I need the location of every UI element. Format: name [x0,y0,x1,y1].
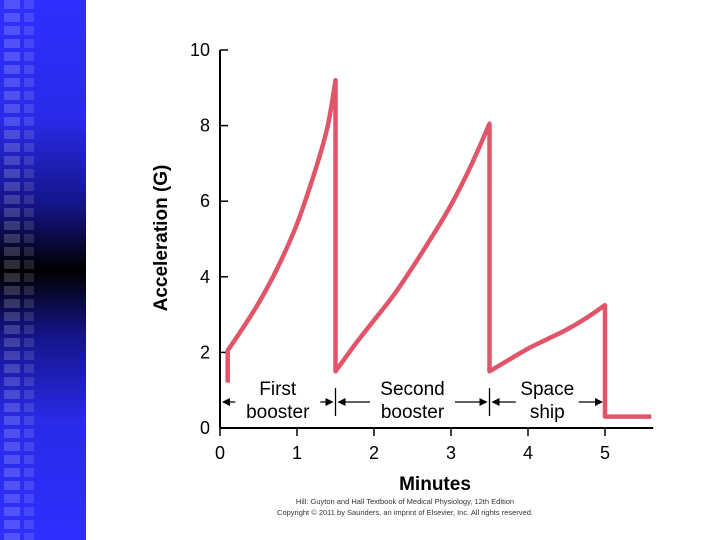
x-axis-label: Minutes [399,474,471,495]
y-tick-label: 4 [200,267,210,287]
acceleration-series-line [225,77,652,419]
chart-series [225,77,652,419]
y-tick-label: 10 [190,40,210,60]
stage-label-line2: booster [381,402,445,423]
sidebar-square-pattern [4,0,20,540]
stage-label-line1: Space [520,379,574,400]
sidebar-square-pattern-secondary [24,0,34,540]
y-axis-label: Acceleration (G) [151,165,172,312]
x-tick-label: 4 [523,443,533,463]
stage-label-line1: Second [380,379,444,400]
x-tick-label: 5 [600,443,610,463]
y-tick-label: 6 [200,191,210,211]
stage-label-line1: First [259,379,297,400]
y-tick-label: 8 [200,116,210,136]
stage-label-background [515,375,579,423]
chart-axes: 0 2 4 6 8 10 0 1 2 3 4 5 [190,40,654,463]
y-tick-label: 2 [200,342,210,362]
y-tick-label: 0 [200,418,210,438]
x-tick-label: 1 [292,443,302,463]
figure-credit-line-2: Copyright © 2011 by Saunders, an imprint… [277,508,533,517]
figure-credit-line-1: Hill: Guyton and Hall Textbook of Medica… [295,497,515,506]
stage-label-background [370,375,455,423]
stage-label-line2: booster [246,402,310,423]
slide-sidebar-decoration [0,0,86,540]
x-tick-label: 0 [215,443,225,463]
stage-label-line2: ship [530,402,565,423]
x-tick-label: 2 [369,443,379,463]
stage-label-background [235,375,321,423]
x-tick-label: 3 [446,443,456,463]
